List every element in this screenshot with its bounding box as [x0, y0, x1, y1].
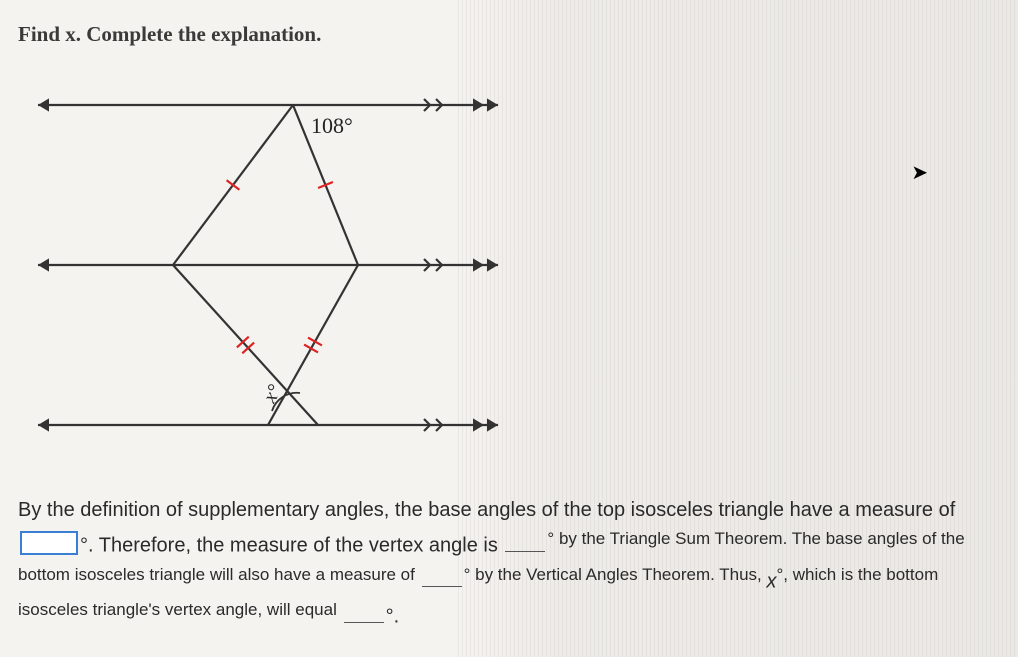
blank-input-3[interactable] [422, 569, 462, 587]
question-prompt: Find x. Complete the explanation. [18, 22, 1000, 47]
blank-input-2[interactable] [505, 534, 545, 552]
page-content: Find x. Complete the explanation. 108°x°… [0, 0, 1018, 462]
geometry-diagram: 108°x° [28, 65, 508, 440]
exp-part1: By the definition of supplementary angle… [18, 499, 955, 521]
blank-input-1[interactable] [20, 531, 78, 555]
diagram-svg: 108°x° [28, 65, 508, 440]
exp-suffix1: ° [80, 535, 88, 557]
blank-input-4[interactable] [344, 605, 384, 623]
cursor-icon: ➤ [911, 160, 928, 185]
exp-suffix3: ° by the Vertical Angles Theorem. Thus, [464, 565, 767, 584]
x-letter: x [766, 570, 776, 592]
explanation-text: By the definition of supplementary angle… [18, 495, 1000, 633]
svg-text:108°: 108° [311, 113, 353, 138]
exp-suffix4: °. [386, 606, 400, 628]
exp-part2: . Therefore, the measure of the vertex a… [88, 535, 503, 557]
